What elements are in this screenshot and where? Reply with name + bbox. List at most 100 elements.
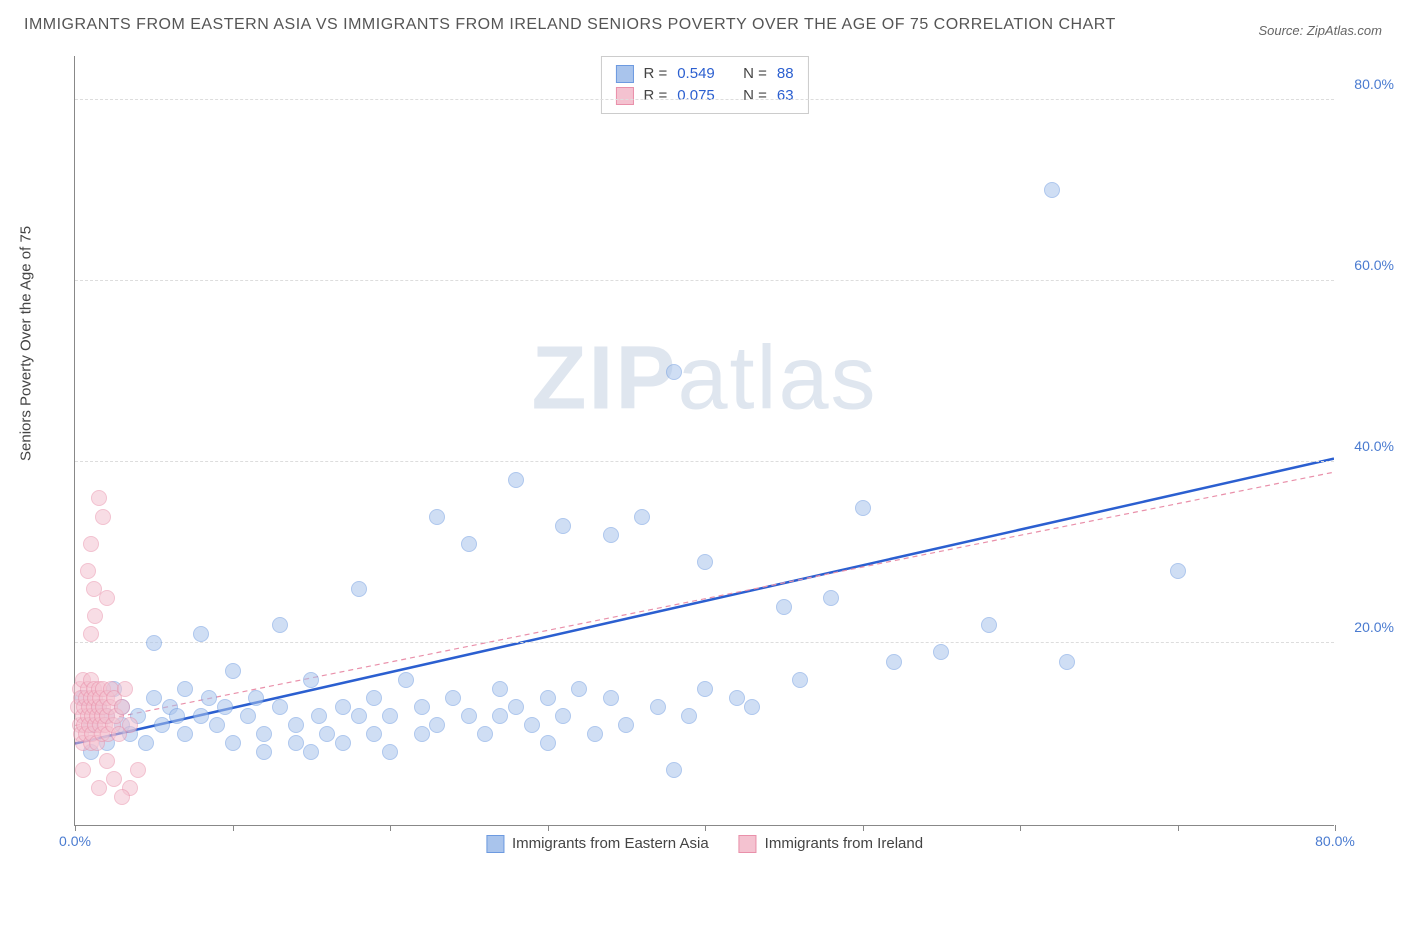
x-tick	[233, 825, 234, 831]
data-point	[744, 699, 760, 715]
data-point	[169, 708, 185, 724]
x-tick	[390, 825, 391, 831]
data-point	[792, 672, 808, 688]
data-point	[555, 518, 571, 534]
data-point	[650, 699, 666, 715]
data-point	[571, 681, 587, 697]
data-point	[540, 690, 556, 706]
stats-row: R = 0.549 N = 88	[615, 63, 793, 85]
color-swatch	[486, 835, 504, 853]
data-point	[146, 690, 162, 706]
data-point	[886, 654, 902, 670]
y-tick-label: 80.0%	[1354, 76, 1394, 92]
data-point	[335, 735, 351, 751]
data-point	[335, 699, 351, 715]
y-axis-label: Seniors Poverty Over the Age of 75	[18, 225, 35, 460]
data-point	[555, 708, 571, 724]
x-tick	[75, 825, 76, 831]
data-point	[256, 744, 272, 760]
data-point	[1059, 654, 1075, 670]
data-point	[303, 744, 319, 760]
data-point	[91, 490, 107, 506]
data-point	[272, 617, 288, 633]
data-point	[256, 726, 272, 742]
data-point	[209, 717, 225, 733]
data-point	[91, 780, 107, 796]
stats-row: R = 0.075 N = 63	[615, 85, 793, 107]
legend-item: Immigrants from Ireland	[739, 835, 923, 853]
x-tick	[705, 825, 706, 831]
data-point	[981, 617, 997, 633]
color-swatch	[615, 87, 633, 105]
data-point	[681, 708, 697, 724]
data-point	[177, 681, 193, 697]
y-tick-label: 60.0%	[1354, 257, 1394, 273]
data-point	[351, 708, 367, 724]
chart-title: IMMIGRANTS FROM EASTERN ASIA VS IMMIGRAN…	[24, 12, 1116, 38]
source-attribution: Source: ZipAtlas.com	[1258, 23, 1382, 38]
data-point	[855, 500, 871, 516]
data-point	[429, 509, 445, 525]
data-point	[492, 681, 508, 697]
plot-area: ZIPatlas R = 0.549 N = 88R = 0.075 N = 6…	[74, 56, 1334, 826]
data-point	[217, 699, 233, 715]
data-point	[288, 717, 304, 733]
data-point	[414, 699, 430, 715]
x-tick-label: 0.0%	[59, 833, 91, 849]
data-point	[351, 581, 367, 597]
data-point	[666, 364, 682, 380]
data-point	[398, 672, 414, 688]
data-point	[177, 726, 193, 742]
data-point	[80, 563, 96, 579]
data-point	[603, 527, 619, 543]
data-point	[366, 690, 382, 706]
series-legend: Immigrants from Eastern AsiaImmigrants f…	[486, 835, 923, 853]
color-swatch	[739, 835, 757, 853]
data-point	[666, 762, 682, 778]
data-point	[114, 789, 130, 805]
data-point	[272, 699, 288, 715]
data-point	[240, 708, 256, 724]
data-point	[823, 590, 839, 606]
x-tick-label: 80.0%	[1315, 833, 1355, 849]
data-point	[429, 717, 445, 733]
data-point	[122, 717, 138, 733]
x-tick	[1178, 825, 1179, 831]
y-tick-label: 40.0%	[1354, 438, 1394, 454]
data-point	[303, 672, 319, 688]
data-point	[114, 699, 130, 715]
data-point	[461, 708, 477, 724]
data-point	[634, 509, 650, 525]
data-point	[311, 708, 327, 724]
data-point	[445, 690, 461, 706]
grid-line	[75, 461, 1334, 462]
data-point	[95, 509, 111, 525]
data-point	[87, 608, 103, 624]
data-point	[697, 554, 713, 570]
data-point	[697, 681, 713, 697]
data-point	[508, 472, 524, 488]
data-point	[225, 735, 241, 751]
data-point	[618, 717, 634, 733]
grid-line	[75, 99, 1334, 100]
y-tick-label: 20.0%	[1354, 619, 1394, 635]
grid-line	[75, 642, 1334, 643]
data-point	[382, 744, 398, 760]
data-point	[524, 717, 540, 733]
data-point	[508, 699, 524, 715]
grid-line	[75, 280, 1334, 281]
data-point	[75, 762, 91, 778]
data-point	[99, 590, 115, 606]
data-point	[146, 635, 162, 651]
data-point	[83, 536, 99, 552]
data-point	[461, 536, 477, 552]
data-point	[366, 726, 382, 742]
data-point	[201, 690, 217, 706]
x-tick	[1020, 825, 1021, 831]
data-point	[1170, 563, 1186, 579]
data-point	[729, 690, 745, 706]
data-point	[319, 726, 335, 742]
watermark: ZIPatlas	[531, 327, 877, 430]
data-point	[540, 735, 556, 751]
color-swatch	[615, 65, 633, 83]
